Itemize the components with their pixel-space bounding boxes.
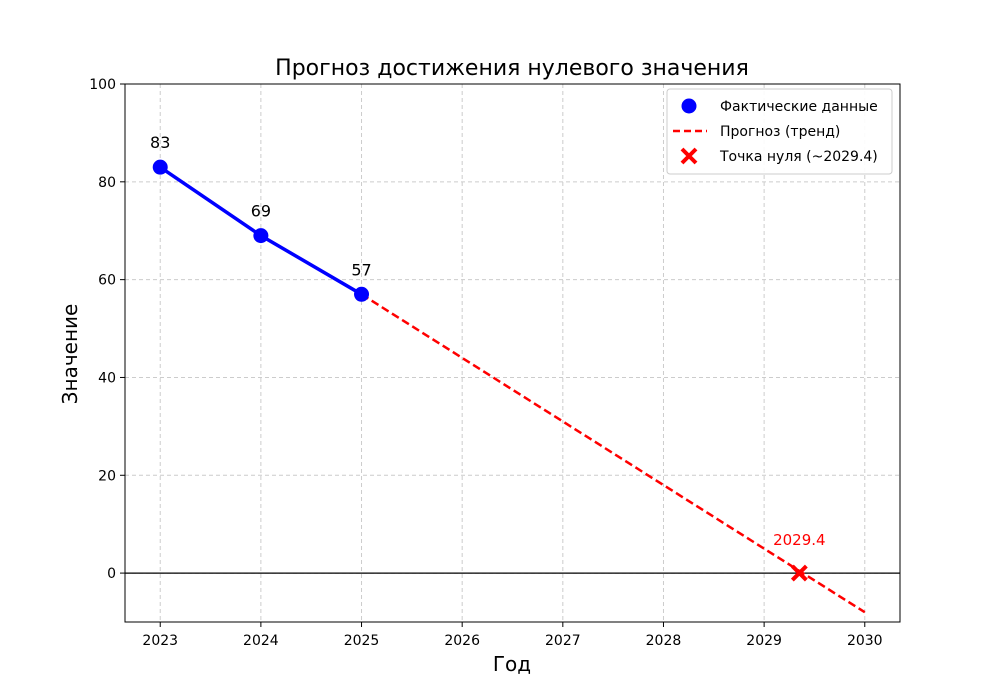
x-tick-label: 2027 — [545, 633, 581, 649]
x-tick-label: 2029 — [746, 633, 782, 649]
actual-data-label: 69 — [251, 202, 271, 221]
x-tick-label: 2025 — [344, 633, 380, 649]
x-axis-title: Год — [493, 652, 531, 676]
legend-box — [666, 88, 893, 175]
y-axis-title: Значение — [58, 304, 82, 405]
legend-marker-actual — [681, 98, 697, 114]
forecast-line — [360, 293, 866, 614]
actual-data-point — [152, 159, 168, 175]
tick-labels: 2023 2024 2025 2026 2027 2028 2029 2030 0 20 40 60 8… — [89, 77, 882, 649]
y-tick-label: 20 — [98, 468, 116, 484]
actual-data-label: 57 — [351, 260, 371, 279]
zero-point-label: 2029.4 — [773, 531, 826, 549]
legend: Фактические данные Прогноз (тренд) Точка… — [666, 88, 893, 175]
x-tick-label: 2023 — [142, 633, 178, 649]
plot-area-frame — [124, 83, 901, 623]
y-tick-label: 100 — [89, 77, 116, 93]
y-tick-label: 0 — [107, 566, 116, 582]
x-tick-label: 2030 — [847, 633, 883, 649]
x-tick-label: 2026 — [444, 633, 480, 649]
legend-label-zero-point: Точка нуля (~2029.4) — [719, 149, 878, 165]
chart-title: Прогноз достижения нулевого значения — [275, 56, 749, 81]
x-tick-label: 2028 — [646, 633, 682, 649]
legend-label-forecast: Прогноз (тренд) — [720, 124, 840, 140]
series-group: 83 69 57 2029.4 — [150, 133, 866, 614]
x-tick-label: 2024 — [243, 633, 279, 649]
zero-point-marker — [790, 564, 808, 582]
y-tick-label: 40 — [98, 370, 116, 386]
actual-data-point — [253, 228, 269, 244]
y-tick-label: 80 — [98, 175, 116, 191]
legend-marker-zero-point — [680, 147, 698, 165]
actual-data-label: 83 — [150, 133, 170, 152]
actual-data-point — [354, 286, 370, 302]
legend-label-actual: Фактические данные — [720, 99, 878, 115]
y-tick-label: 60 — [98, 273, 116, 289]
